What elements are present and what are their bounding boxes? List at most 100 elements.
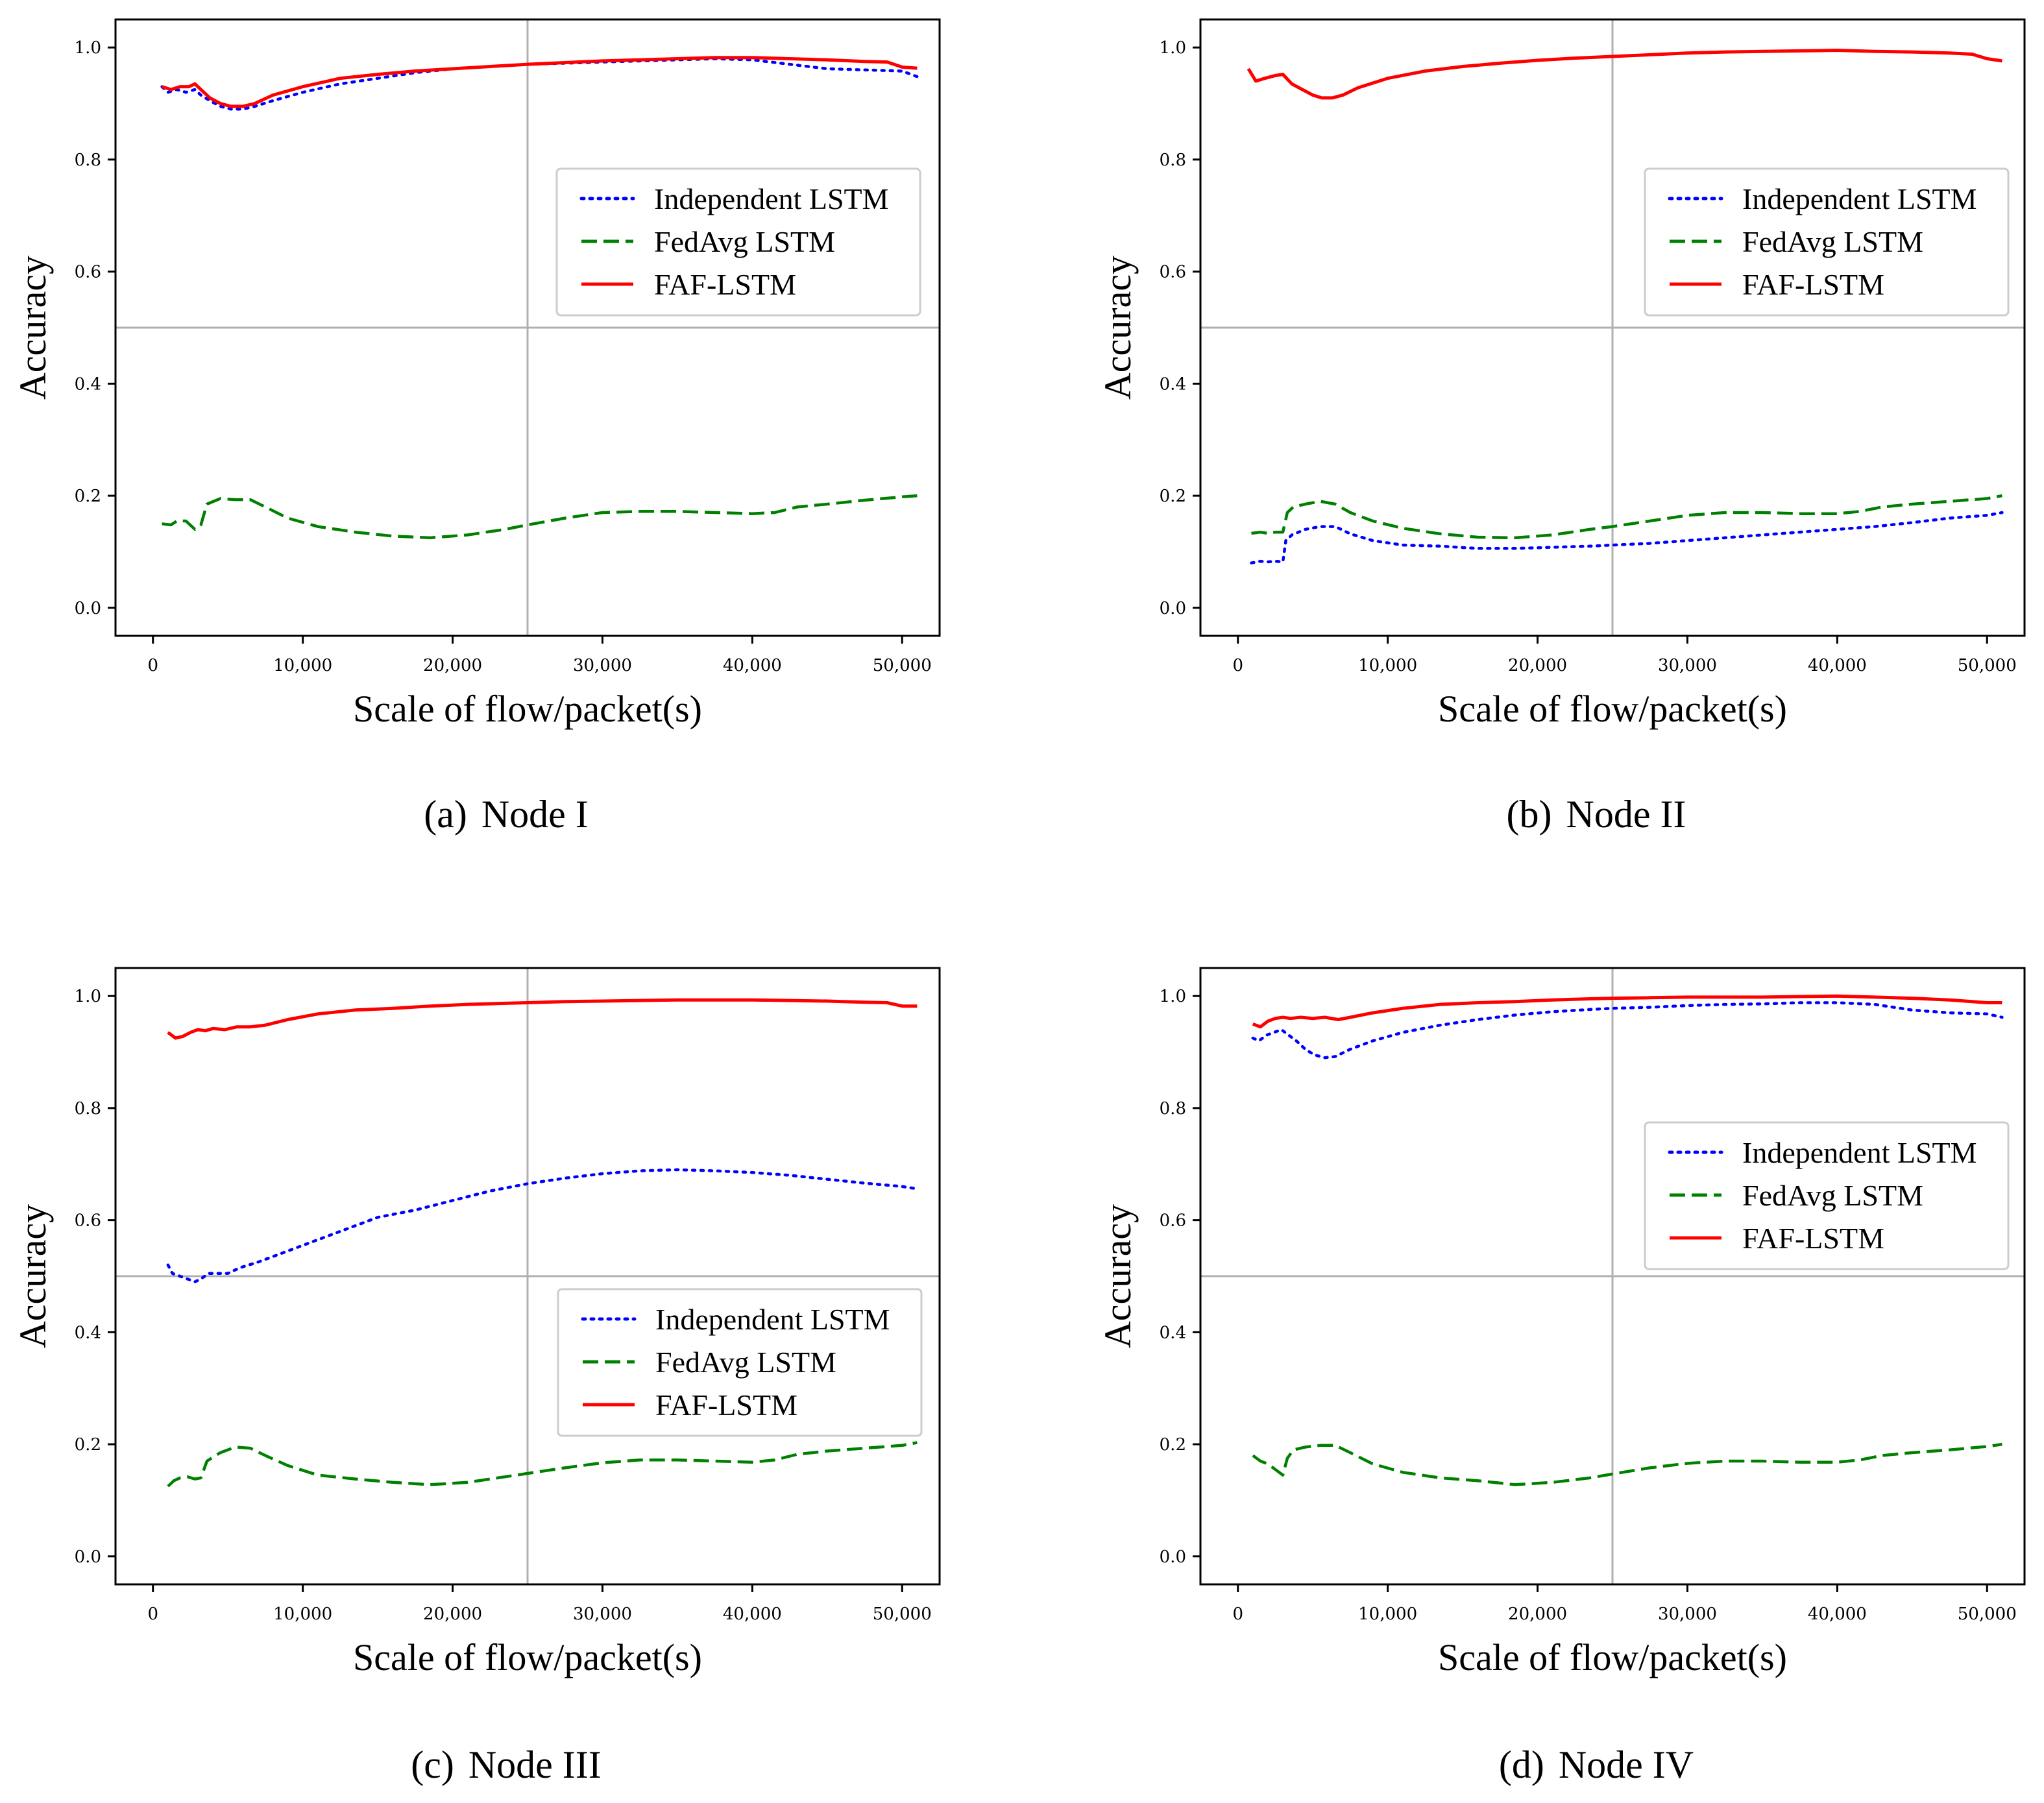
plot-frame <box>1199 967 2026 1586</box>
legend-label-3: FAF-LSTM <box>654 268 796 301</box>
x-tick-label: 20,000 <box>1508 1604 1567 1624</box>
y-tick-label: 0.4 <box>1160 374 1186 394</box>
y-tick-label: 0.6 <box>75 1211 101 1231</box>
y-tick-label: 0.4 <box>75 374 101 394</box>
panel-caption: (a) Node I <box>424 793 589 836</box>
legend-label-3: FAF-LSTM <box>655 1388 797 1422</box>
series-line-1 <box>1251 1001 2004 1059</box>
x-tick-label: 50,000 <box>873 1604 932 1624</box>
legend: Independent LSTM FedAvg LSTM FAF-LSTM <box>555 167 921 317</box>
legend-box <box>557 1288 923 1437</box>
y-tick-label: 0.0 <box>75 1547 101 1567</box>
x-tick-label: 50,000 <box>1958 1604 2017 1624</box>
y-tick-label: 0.6 <box>1160 1211 1186 1231</box>
y-tick-label: 1.0 <box>75 38 101 58</box>
x-tick-label: 0 <box>1232 656 1243 675</box>
panel-caption: (b) Node II <box>1507 793 1686 836</box>
y-axis-label: Accuracy <box>12 1204 54 1348</box>
chart-panel-2: 0 10,000 20,000 30,000 40,000 50,000 0.0 0.2 0.4… <box>1097 18 2026 836</box>
plot-frame <box>114 967 941 1586</box>
x-tick-label: 10,000 <box>1358 1604 1417 1624</box>
legend: Independent LSTM FedAvg LSTM FAF-LSTM <box>1644 1121 2010 1270</box>
x-axis-label: Scale of flow/packet(s) <box>353 688 702 730</box>
x-tick-label: 50,000 <box>1958 656 2017 675</box>
series-line-3 <box>1252 994 2002 1029</box>
legend-label-2: FedAvg LSTM <box>655 1346 836 1379</box>
legend-label-1: Independent LSTM <box>1742 182 1977 215</box>
y-tick-label: 1.0 <box>1160 987 1186 1006</box>
x-tick-label: 10,000 <box>1358 656 1417 675</box>
x-tick-label: 0 <box>147 1604 158 1624</box>
y-tick-label: 0.2 <box>1160 487 1186 506</box>
y-axis-label: Accuracy <box>1097 1204 1139 1348</box>
x-axis-label: Scale of flow/packet(s) <box>1438 1636 1787 1678</box>
y-tick-label: 0.8 <box>1160 151 1186 170</box>
legend-label-1: Independent LSTM <box>654 182 889 215</box>
legend-label-3: FAF-LSTM <box>1742 268 1884 301</box>
x-tick-label: 0 <box>147 656 158 675</box>
series-line-3 <box>167 998 918 1040</box>
legend: Independent LSTM FedAvg LSTM FAF-LSTM <box>557 1288 923 1437</box>
panel-caption-text: Node I <box>481 793 589 836</box>
y-tick-label: 0.8 <box>75 1099 101 1119</box>
panel-caption: (d) Node IV <box>1499 1743 1694 1786</box>
x-tick-label: 0 <box>1232 1604 1243 1624</box>
x-tick-label: 50,000 <box>873 656 932 675</box>
y-tick-label: 0.2 <box>75 1435 101 1455</box>
y-axis-label: Accuracy <box>12 256 54 400</box>
series-line-2 <box>1251 494 2002 540</box>
panel-caption-tag: (c) <box>411 1743 454 1786</box>
y-tick-label: 0.8 <box>75 151 101 170</box>
y-tick-label: 0.0 <box>75 599 101 618</box>
x-tick-label: 40,000 <box>1808 1604 1867 1624</box>
panel-caption: (c) Node III <box>411 1743 602 1786</box>
plot-area <box>1247 49 2004 564</box>
y-tick-label: 1.0 <box>75 987 101 1006</box>
y-tick-label: 0.0 <box>1160 599 1186 618</box>
y-tick-label: 0.4 <box>75 1323 101 1342</box>
legend-label-2: FedAvg LSTM <box>654 225 835 258</box>
legend-box <box>555 167 921 317</box>
y-tick-label: 1.0 <box>1160 38 1186 58</box>
chart-panel-1: 0 10,000 20,000 30,000 40,000 50,000 0.0 0.2 0.4… <box>12 18 941 836</box>
series-line-1 <box>166 1168 919 1283</box>
legend-label-3: FAF-LSTM <box>1742 1222 1884 1255</box>
plot-area <box>1251 994 2004 1486</box>
y-tick-label: 0.4 <box>1160 1323 1186 1342</box>
series-line-3 <box>161 56 918 108</box>
plot-area <box>160 56 919 540</box>
panel-caption-text: Node IV <box>1559 1743 1694 1786</box>
x-tick-label: 20,000 <box>423 656 482 675</box>
x-tick-label: 40,000 <box>1808 656 1867 675</box>
legend-box <box>1644 167 2010 317</box>
y-tick-label: 0.0 <box>1160 1547 1186 1567</box>
y-tick-label: 0.2 <box>75 487 101 506</box>
x-tick-label: 30,000 <box>1658 1604 1717 1624</box>
plot-frame <box>114 18 941 637</box>
x-tick-label: 30,000 <box>573 656 632 675</box>
legend-label-1: Independent LSTM <box>655 1303 890 1336</box>
x-tick-label: 40,000 <box>723 656 782 675</box>
y-tick-label: 0.2 <box>1160 1435 1186 1455</box>
y-tick-label: 0.6 <box>75 263 101 282</box>
series-line-3 <box>1247 49 2002 100</box>
x-tick-label: 30,000 <box>573 1604 632 1624</box>
x-axis-label: Scale of flow/packet(s) <box>353 1636 702 1678</box>
plot-area <box>166 998 919 1488</box>
series-line-2 <box>162 494 918 540</box>
x-tick-label: 40,000 <box>723 1604 782 1624</box>
plot-frame <box>1199 18 2026 637</box>
chart-panel-4: 0 10,000 20,000 30,000 40,000 50,000 0.0 0.2 0.4… <box>1097 967 2026 1786</box>
y-tick-label: 0.6 <box>1160 263 1186 282</box>
panel-caption-text: Node III <box>468 1743 602 1786</box>
panel-caption-tag: (a) <box>424 793 467 836</box>
legend-label-1: Independent LSTM <box>1742 1136 1977 1169</box>
chart-panel-3: 0 10,000 20,000 30,000 40,000 50,000 0.0 0.2 0.4… <box>12 967 941 1786</box>
x-axis-label: Scale of flow/packet(s) <box>1438 688 1787 730</box>
series-line-1 <box>160 57 919 111</box>
legend: Independent LSTM FedAvg LSTM FAF-LSTM <box>1644 167 2010 317</box>
series-line-2 <box>167 1441 918 1488</box>
series-line-1 <box>1250 511 2004 564</box>
x-tick-label: 10,000 <box>273 1604 332 1624</box>
